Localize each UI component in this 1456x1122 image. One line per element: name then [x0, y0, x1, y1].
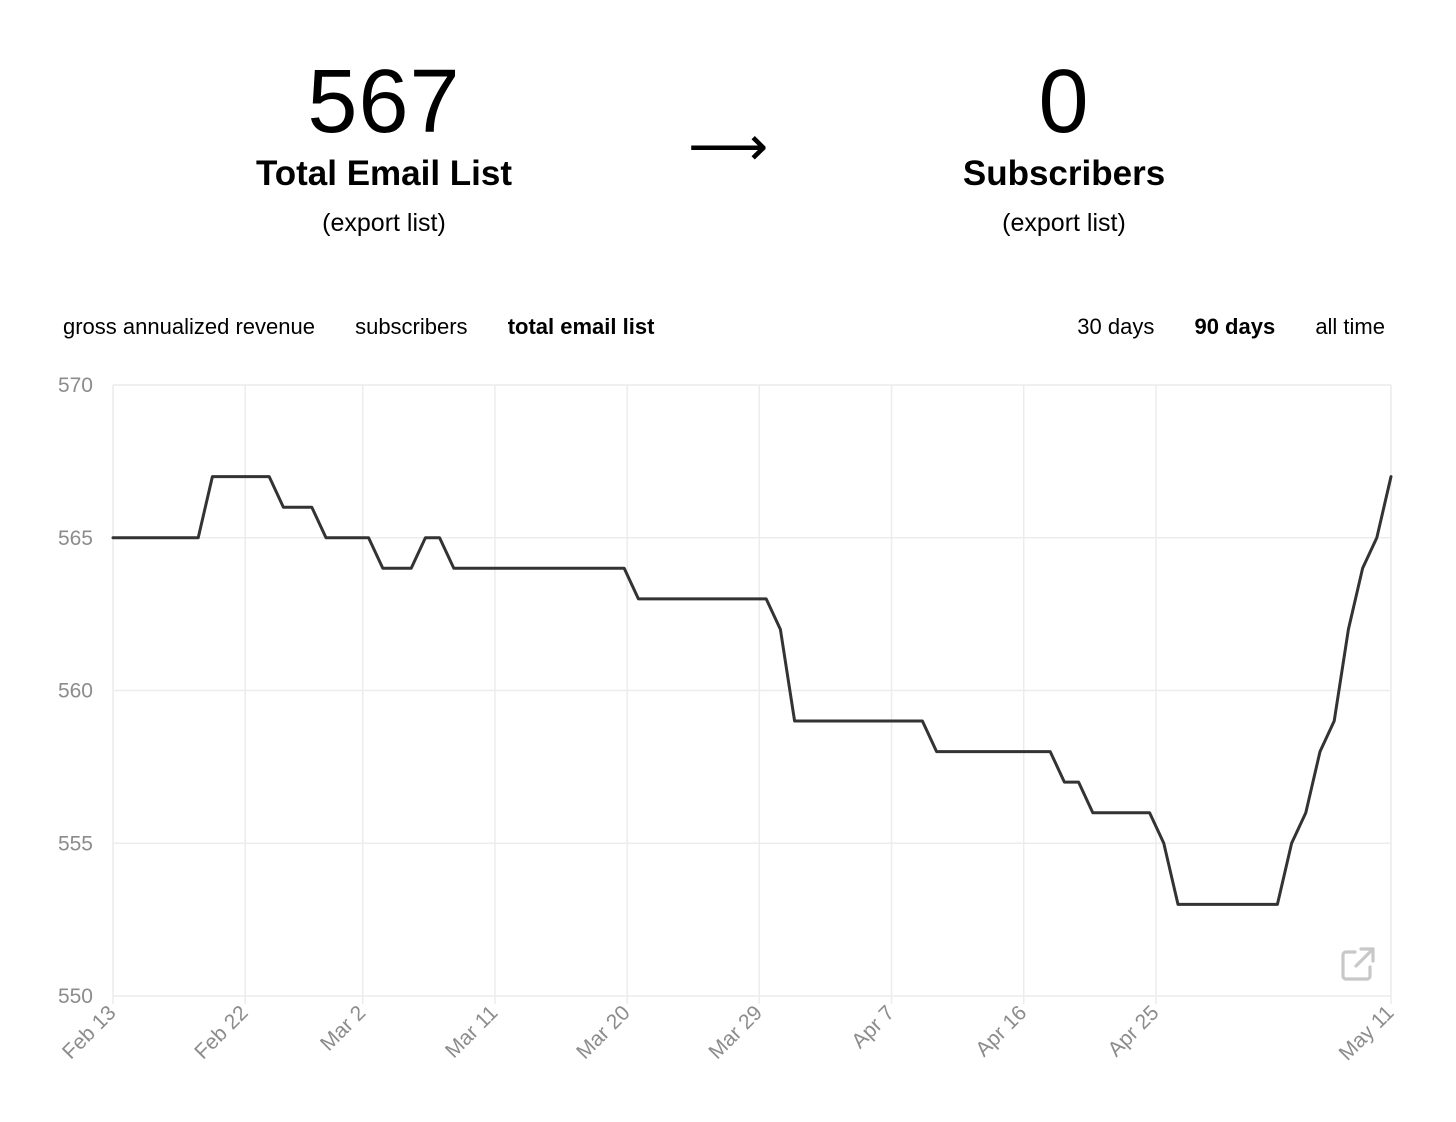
x-tick-label: Feb 13	[58, 1001, 121, 1064]
x-tick-label: Mar 29	[704, 1001, 766, 1063]
tab-gross-annualized-revenue[interactable]: gross annualized revenue	[63, 314, 315, 339]
x-tick-label: May 11	[1335, 1001, 1399, 1065]
export-subscribers-link[interactable]: (export list)	[1002, 209, 1126, 237]
tab-90-days[interactable]: 90 days	[1194, 314, 1276, 339]
subscribers-count: 0	[1038, 52, 1090, 152]
tab-total-email-list[interactable]: total email list	[507, 314, 655, 339]
x-tick-label: Apr 7	[847, 1001, 899, 1053]
tab-all-time[interactable]: all time	[1315, 314, 1385, 339]
total-email-list-stat: 567 Total Email List (export list)	[174, 52, 594, 240]
tab-subscribers[interactable]: subscribers	[355, 314, 468, 339]
x-tick-label: Apr 16	[971, 1001, 1031, 1061]
export-email-list-link[interactable]: (export list)	[322, 209, 446, 237]
y-tick-label: 565	[58, 527, 93, 550]
tab-30-days[interactable]: 30 days	[1077, 314, 1155, 339]
total-email-list-label: Total Email List	[255, 154, 513, 193]
y-tick-label: 570	[58, 374, 93, 397]
x-tick-label: Mar 2	[316, 1001, 370, 1055]
subscribers-stat: 0 Subscribers (export list)	[854, 52, 1274, 240]
range-tabs: 30 days 90 days all time	[1043, 313, 1385, 341]
x-tick-label: Mar 11	[441, 1001, 502, 1062]
metric-tabs: gross annualized revenue subscribers tot…	[63, 313, 688, 341]
y-tick-label: 550	[58, 985, 93, 1008]
y-tick-label: 555	[58, 832, 93, 855]
x-tick-label: Feb 22	[190, 1001, 253, 1064]
y-tick-label: 560	[58, 680, 93, 703]
external-link-icon[interactable]	[1340, 946, 1376, 982]
subscribers-label: Subscribers	[962, 154, 1166, 193]
series-line	[111, 475, 1393, 906]
total-email-list-count: 567	[307, 52, 461, 152]
right-arrow-icon: ⟶	[688, 114, 769, 177]
x-tick-label: Apr 25	[1103, 1001, 1163, 1061]
x-tick-label: Mar 20	[572, 1001, 634, 1063]
